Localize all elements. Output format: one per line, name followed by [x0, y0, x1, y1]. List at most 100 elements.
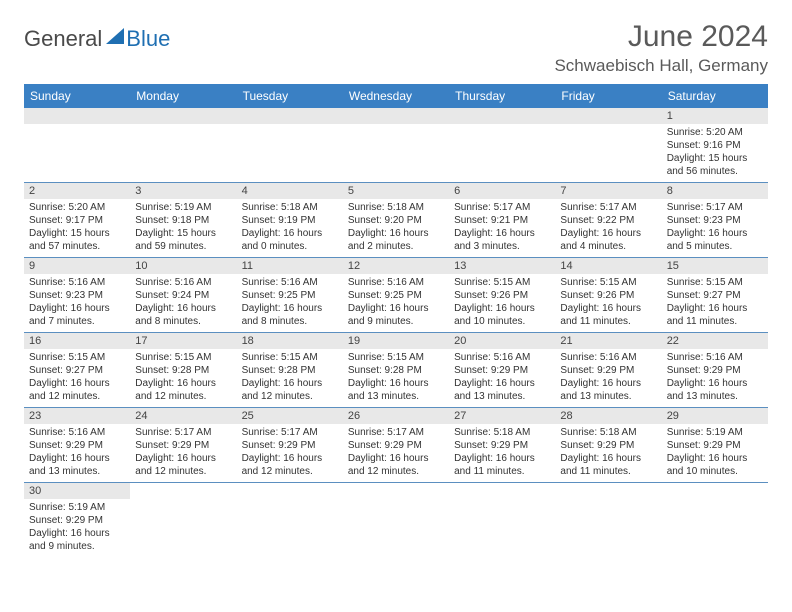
- calendar-cell: [449, 483, 555, 558]
- day-number: 23: [24, 408, 130, 424]
- day-number: 1: [662, 108, 768, 124]
- day-number: 14: [555, 258, 661, 274]
- calendar-cell: 28Sunrise: 5:18 AMSunset: 9:29 PMDayligh…: [555, 408, 661, 483]
- calendar-cell: [555, 108, 661, 183]
- calendar-cell: 1Sunrise: 5:20 AMSunset: 9:16 PMDaylight…: [662, 108, 768, 183]
- day-number: 12: [343, 258, 449, 274]
- day-number: 9: [24, 258, 130, 274]
- calendar-cell: 6Sunrise: 5:17 AMSunset: 9:21 PMDaylight…: [449, 183, 555, 258]
- calendar-cell: 25Sunrise: 5:17 AMSunset: 9:29 PMDayligh…: [237, 408, 343, 483]
- sun-info: Sunrise: 5:15 AMSunset: 9:27 PMDaylight:…: [24, 349, 130, 407]
- sun-info: Sunrise: 5:15 AMSunset: 9:26 PMDaylight:…: [449, 274, 555, 332]
- day-number: 28: [555, 408, 661, 424]
- sun-info: Sunrise: 5:20 AMSunset: 9:16 PMDaylight:…: [662, 124, 768, 182]
- calendar-cell: [343, 108, 449, 183]
- calendar-cell: [24, 108, 130, 183]
- sun-info: Sunrise: 5:18 AMSunset: 9:29 PMDaylight:…: [555, 424, 661, 482]
- sun-info: Sunrise: 5:18 AMSunset: 9:20 PMDaylight:…: [343, 199, 449, 257]
- day-number: 26: [343, 408, 449, 424]
- calendar-cell: 22Sunrise: 5:16 AMSunset: 9:29 PMDayligh…: [662, 333, 768, 408]
- calendar-cell: [343, 483, 449, 558]
- logo: General Blue: [24, 20, 170, 52]
- day-number: 3: [130, 183, 236, 199]
- calendar-cell: 4Sunrise: 5:18 AMSunset: 9:19 PMDaylight…: [237, 183, 343, 258]
- calendar-cell: 10Sunrise: 5:16 AMSunset: 9:24 PMDayligh…: [130, 258, 236, 333]
- calendar-cell: 26Sunrise: 5:17 AMSunset: 9:29 PMDayligh…: [343, 408, 449, 483]
- day-number: 15: [662, 258, 768, 274]
- calendar-cell: 13Sunrise: 5:15 AMSunset: 9:26 PMDayligh…: [449, 258, 555, 333]
- day-number-empty: [130, 108, 236, 124]
- calendar-cell: 8Sunrise: 5:17 AMSunset: 9:23 PMDaylight…: [662, 183, 768, 258]
- sun-info: Sunrise: 5:18 AMSunset: 9:29 PMDaylight:…: [449, 424, 555, 482]
- calendar-cell: 16Sunrise: 5:15 AMSunset: 9:27 PMDayligh…: [24, 333, 130, 408]
- weekday-header: Monday: [130, 84, 236, 108]
- calendar-body: 1Sunrise: 5:20 AMSunset: 9:16 PMDaylight…: [24, 108, 768, 557]
- sun-info: Sunrise: 5:15 AMSunset: 9:28 PMDaylight:…: [343, 349, 449, 407]
- sun-info: Sunrise: 5:16 AMSunset: 9:23 PMDaylight:…: [24, 274, 130, 332]
- sun-info: Sunrise: 5:19 AMSunset: 9:29 PMDaylight:…: [662, 424, 768, 482]
- sun-info: Sunrise: 5:19 AMSunset: 9:18 PMDaylight:…: [130, 199, 236, 257]
- day-number: 16: [24, 333, 130, 349]
- calendar-cell: [555, 483, 661, 558]
- calendar-cell: 7Sunrise: 5:17 AMSunset: 9:22 PMDaylight…: [555, 183, 661, 258]
- sun-info: Sunrise: 5:15 AMSunset: 9:27 PMDaylight:…: [662, 274, 768, 332]
- calendar-cell: 20Sunrise: 5:16 AMSunset: 9:29 PMDayligh…: [449, 333, 555, 408]
- sun-info: Sunrise: 5:15 AMSunset: 9:28 PMDaylight:…: [130, 349, 236, 407]
- calendar-table: SundayMondayTuesdayWednesdayThursdayFrid…: [24, 84, 768, 557]
- calendar-cell: [237, 108, 343, 183]
- calendar-cell: 17Sunrise: 5:15 AMSunset: 9:28 PMDayligh…: [130, 333, 236, 408]
- day-number: 10: [130, 258, 236, 274]
- sun-info: Sunrise: 5:17 AMSunset: 9:29 PMDaylight:…: [237, 424, 343, 482]
- day-number: 24: [130, 408, 236, 424]
- sun-info: Sunrise: 5:17 AMSunset: 9:21 PMDaylight:…: [449, 199, 555, 257]
- day-number: 11: [237, 258, 343, 274]
- weekday-header: Tuesday: [237, 84, 343, 108]
- calendar-cell: [130, 108, 236, 183]
- day-number-empty: [555, 108, 661, 124]
- day-number: 2: [24, 183, 130, 199]
- sun-info: Sunrise: 5:17 AMSunset: 9:23 PMDaylight:…: [662, 199, 768, 257]
- sun-info: Sunrise: 5:17 AMSunset: 9:29 PMDaylight:…: [130, 424, 236, 482]
- day-number: 22: [662, 333, 768, 349]
- calendar-cell: 12Sunrise: 5:16 AMSunset: 9:25 PMDayligh…: [343, 258, 449, 333]
- calendar-cell: 3Sunrise: 5:19 AMSunset: 9:18 PMDaylight…: [130, 183, 236, 258]
- calendar-cell: 24Sunrise: 5:17 AMSunset: 9:29 PMDayligh…: [130, 408, 236, 483]
- logo-text-blue: Blue: [126, 26, 170, 52]
- sun-info: Sunrise: 5:17 AMSunset: 9:29 PMDaylight:…: [343, 424, 449, 482]
- calendar-cell: 18Sunrise: 5:15 AMSunset: 9:28 PMDayligh…: [237, 333, 343, 408]
- day-number: 21: [555, 333, 661, 349]
- sun-info: Sunrise: 5:18 AMSunset: 9:19 PMDaylight:…: [237, 199, 343, 257]
- sun-info: Sunrise: 5:19 AMSunset: 9:29 PMDaylight:…: [24, 499, 130, 557]
- weekday-header: Friday: [555, 84, 661, 108]
- weekday-header: Wednesday: [343, 84, 449, 108]
- title-block: June 2024 Schwaebisch Hall, Germany: [554, 20, 768, 76]
- day-number: 17: [130, 333, 236, 349]
- calendar-cell: 27Sunrise: 5:18 AMSunset: 9:29 PMDayligh…: [449, 408, 555, 483]
- day-number: 6: [449, 183, 555, 199]
- day-number: 5: [343, 183, 449, 199]
- calendar-cell: 5Sunrise: 5:18 AMSunset: 9:20 PMDaylight…: [343, 183, 449, 258]
- sun-info: Sunrise: 5:15 AMSunset: 9:26 PMDaylight:…: [555, 274, 661, 332]
- sun-info: Sunrise: 5:16 AMSunset: 9:29 PMDaylight:…: [662, 349, 768, 407]
- calendar-cell: 9Sunrise: 5:16 AMSunset: 9:23 PMDaylight…: [24, 258, 130, 333]
- day-number: 29: [662, 408, 768, 424]
- sun-info: Sunrise: 5:16 AMSunset: 9:29 PMDaylight:…: [449, 349, 555, 407]
- day-number-empty: [343, 108, 449, 124]
- day-number: 18: [237, 333, 343, 349]
- weekday-header: Saturday: [662, 84, 768, 108]
- page-title: June 2024: [554, 20, 768, 54]
- day-number: 4: [237, 183, 343, 199]
- day-number: 25: [237, 408, 343, 424]
- calendar-cell: 30Sunrise: 5:19 AMSunset: 9:29 PMDayligh…: [24, 483, 130, 558]
- calendar-cell: 21Sunrise: 5:16 AMSunset: 9:29 PMDayligh…: [555, 333, 661, 408]
- header: General Blue June 2024 Schwaebisch Hall,…: [24, 20, 768, 76]
- calendar-cell: 11Sunrise: 5:16 AMSunset: 9:25 PMDayligh…: [237, 258, 343, 333]
- day-number-empty: [449, 108, 555, 124]
- calendar-cell: [130, 483, 236, 558]
- day-number: 27: [449, 408, 555, 424]
- calendar-cell: 19Sunrise: 5:15 AMSunset: 9:28 PMDayligh…: [343, 333, 449, 408]
- calendar-cell: 14Sunrise: 5:15 AMSunset: 9:26 PMDayligh…: [555, 258, 661, 333]
- calendar-cell: 2Sunrise: 5:20 AMSunset: 9:17 PMDaylight…: [24, 183, 130, 258]
- calendar-cell: 23Sunrise: 5:16 AMSunset: 9:29 PMDayligh…: [24, 408, 130, 483]
- sun-info: Sunrise: 5:17 AMSunset: 9:22 PMDaylight:…: [555, 199, 661, 257]
